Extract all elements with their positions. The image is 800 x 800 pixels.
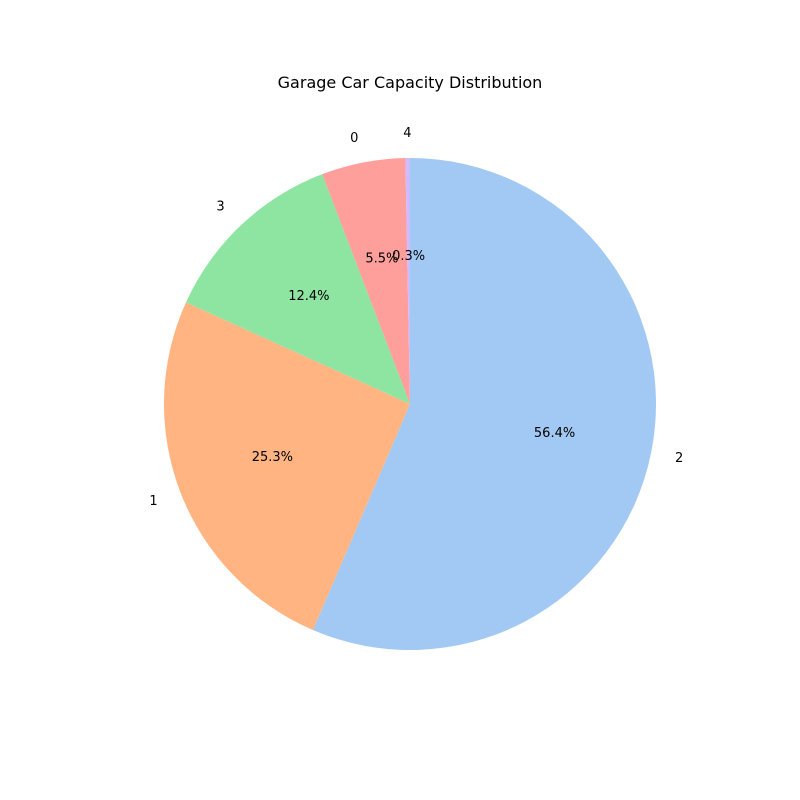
pie-slice-1 xyxy=(164,302,410,631)
pie-slice-0 xyxy=(322,158,410,404)
pie-slice-4 xyxy=(405,158,410,404)
slice-category-label-0: 0 xyxy=(350,131,358,146)
slice-category-label-3: 3 xyxy=(216,199,224,214)
pie-slice-3 xyxy=(185,174,410,404)
slice-percent-label-4: 0.3% xyxy=(392,249,425,264)
slice-percent-label-0: 5.5% xyxy=(365,252,398,267)
chart-title: Garage Car Capacity Distribution xyxy=(278,73,543,92)
pie-labels: 2 56.4% 1 25.3% 3 12.4% 0 5.5% 4 0.3% xyxy=(149,126,683,509)
pie-slices xyxy=(164,158,657,650)
slice-category-label-4: 4 xyxy=(403,126,411,141)
slice-category-label-2: 2 xyxy=(675,451,683,466)
slice-percent-label-3: 12.4% xyxy=(288,289,329,304)
pie-slice-2 xyxy=(312,158,657,650)
slice-category-label-1: 1 xyxy=(149,494,157,509)
slice-percent-label-2: 56.4% xyxy=(534,426,575,441)
slice-percent-label-1: 25.3% xyxy=(252,450,293,465)
